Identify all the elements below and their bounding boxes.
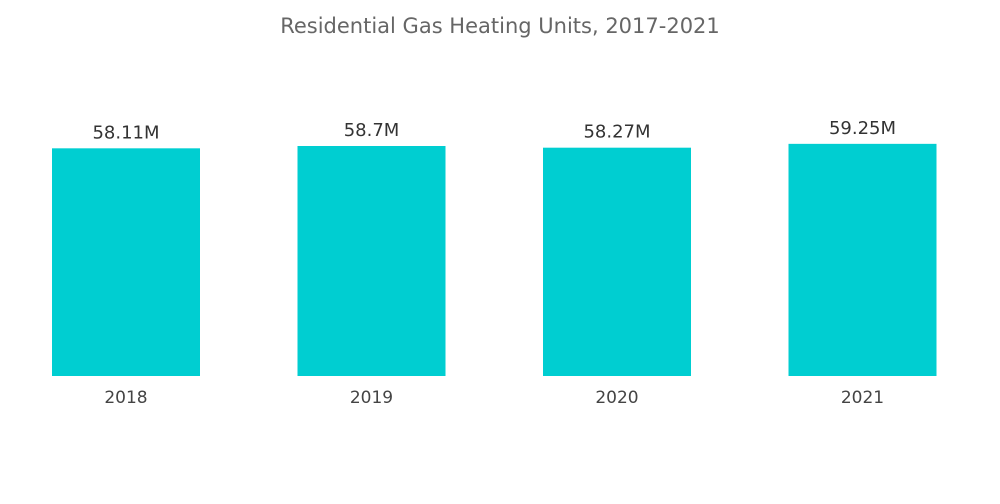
- bar-2018: [52, 148, 200, 376]
- x-tick-label-2021: 2021: [841, 388, 884, 408]
- x-tick-label-2018: 2018: [104, 388, 147, 408]
- bar-value-label-2021: 59.25M: [829, 118, 896, 139]
- bar-2020: [543, 147, 691, 376]
- bar-value-label-2020: 58.27M: [583, 122, 650, 143]
- bar-value-label-2018: 58.11M: [92, 122, 159, 143]
- x-tick-label-2020: 2020: [595, 388, 638, 408]
- bar-2019: [297, 146, 446, 376]
- chart-title: Residential Gas Heating Units, 2017-2021: [280, 14, 720, 38]
- bar-value-label-2019: 58.7M: [344, 120, 400, 141]
- bar-2021: [788, 143, 937, 376]
- x-tick-label-2019: 2019: [350, 388, 393, 408]
